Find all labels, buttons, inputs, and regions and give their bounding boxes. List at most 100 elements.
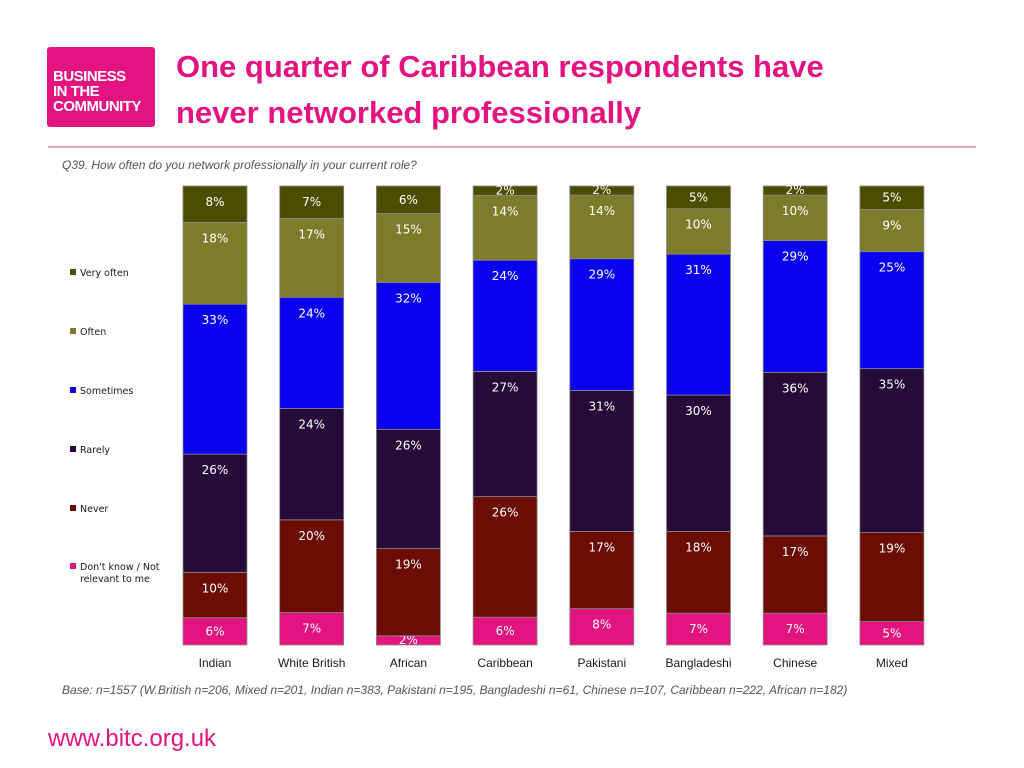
data-label: 24%: [492, 269, 519, 283]
data-label: 25%: [879, 261, 906, 275]
data-label: 19%: [395, 558, 422, 572]
bar-segment: [569, 258, 635, 391]
bar-segment: [762, 612, 828, 646]
data-label: 35%: [879, 378, 906, 392]
data-label: 31%: [685, 263, 712, 277]
bar-segment: [472, 185, 538, 196]
data-label: 19%: [879, 542, 906, 556]
bar-segment: [472, 371, 538, 498]
data-label: 14%: [492, 204, 519, 218]
data-label: 2%: [592, 183, 611, 197]
legend-label: Very often: [80, 268, 129, 279]
legend-entry: Rarely: [70, 445, 110, 456]
title-line-1: One quarter of Caribbean respondents hav…: [176, 49, 824, 84]
data-label: 18%: [202, 231, 229, 245]
bar-segment: [279, 218, 345, 298]
bar-segment: [375, 428, 441, 550]
data-label: 31%: [588, 400, 615, 414]
bar-segment: [472, 616, 538, 646]
bar-segment: [569, 185, 635, 196]
category-tick-label: Pakistani: [577, 656, 626, 670]
category-tick-label: Indian: [199, 656, 232, 670]
legend-entry: Often: [70, 327, 106, 338]
data-label: 7%: [689, 622, 708, 636]
category-tick-label: Bangladeshi: [665, 656, 731, 670]
bar-segment: [569, 194, 635, 260]
legend-swatch: [70, 563, 76, 569]
question-text: Q39. How often do you network profession…: [62, 158, 417, 172]
legend-label: Don't know / Not: [80, 562, 160, 573]
category-tick-label: White British: [278, 656, 345, 670]
bar-segment: [762, 371, 828, 537]
bar-segment: [375, 281, 441, 430]
bar-segment: [375, 548, 441, 637]
bar-segment: [375, 213, 441, 283]
data-label: 14%: [588, 204, 615, 218]
data-label: 6%: [399, 193, 418, 207]
data-label: 29%: [588, 268, 615, 282]
bar-segment: [279, 408, 345, 521]
data-label: 10%: [202, 581, 229, 595]
data-label: 33%: [202, 313, 229, 327]
category-tick-label: Caribbean: [477, 656, 532, 670]
bar-segment: [569, 390, 635, 532]
data-label: 18%: [685, 540, 712, 554]
bar-segment: [859, 532, 925, 622]
data-label: 5%: [882, 191, 901, 205]
bar-segment: [182, 185, 248, 223]
data-label: 29%: [782, 250, 809, 264]
data-label: 26%: [395, 438, 422, 452]
footer-url[interactable]: www.bitc.org.uk: [48, 725, 217, 752]
legend-label: Often: [80, 327, 106, 338]
data-label: 7%: [786, 622, 805, 636]
legend-entry: Very often: [70, 268, 129, 279]
bar-segment: [472, 259, 538, 372]
bar-segment: [472, 496, 538, 618]
title-line-2: never networked professionally: [176, 95, 642, 130]
data-label: 9%: [882, 218, 901, 232]
bar-segment: [666, 185, 731, 210]
bar-segment: [279, 519, 345, 613]
bar-segment: [569, 608, 635, 646]
legend-swatch: [70, 269, 76, 275]
category-tick-label: African: [390, 656, 427, 670]
legend-swatch: [70, 505, 76, 511]
bar-segment: [666, 394, 731, 532]
bar-segment: [182, 617, 248, 646]
data-label: 17%: [298, 227, 325, 241]
data-label: 8%: [205, 195, 224, 209]
data-label: 8%: [592, 618, 611, 632]
bar-segment: [279, 296, 345, 409]
legend-swatch: [70, 387, 76, 393]
bar-segment: [279, 185, 345, 219]
bar-segment: [666, 253, 731, 396]
bar-segment: [762, 535, 828, 614]
bar-segment: [762, 194, 828, 241]
legend-entry: Sometimes: [70, 386, 133, 397]
bar-segment: [859, 185, 925, 210]
data-label: 20%: [298, 529, 325, 543]
data-label: 7%: [302, 195, 321, 209]
data-label: 24%: [298, 306, 325, 320]
data-label: 2%: [786, 183, 805, 197]
base-note: Base: n=1557 (W.British n=206, Mixed n=2…: [62, 683, 848, 697]
data-label: 30%: [685, 404, 712, 418]
data-label: 27%: [492, 380, 519, 394]
legend-swatch: [70, 328, 76, 334]
bar-segment: [472, 194, 538, 261]
legend-swatch: [70, 446, 76, 452]
bar-segment: [182, 221, 248, 305]
bar-segment: [182, 571, 248, 619]
legend-label: Sometimes: [80, 386, 133, 397]
logo-line-3: COMMUNITY: [53, 98, 142, 115]
data-label: 32%: [395, 291, 422, 305]
data-label: 2%: [399, 633, 418, 647]
bar-segment: [859, 368, 925, 533]
bar-segment: [762, 185, 828, 196]
legend-label: relevant to me: [80, 574, 150, 585]
legend-entry: Never: [70, 504, 108, 515]
data-label: 7%: [302, 622, 321, 636]
data-label: 5%: [882, 626, 901, 640]
